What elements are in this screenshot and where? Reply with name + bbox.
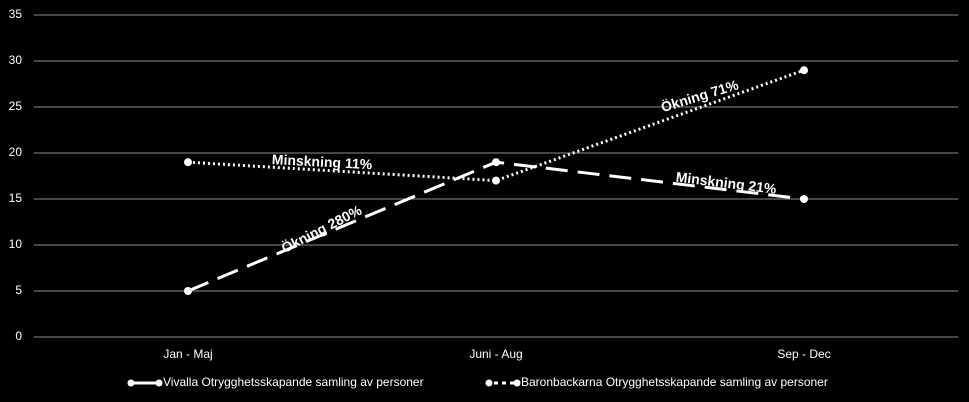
- annotation: Minskning 21%: [675, 169, 778, 197]
- legend-label: Baronbackarna Otrygghetsskapande samling…: [521, 375, 828, 389]
- y-tick-label: 15: [9, 191, 23, 205]
- legend-marker: [127, 379, 135, 387]
- series-line: [187, 68, 805, 183]
- y-tick-label: 30: [9, 53, 23, 67]
- legend-marker: [513, 379, 521, 387]
- x-tick-label: Sep - Dec: [777, 347, 830, 361]
- legend-marker: [485, 379, 493, 387]
- y-tick-label: 35: [9, 7, 23, 21]
- annotation: Ökning 280%: [279, 202, 365, 256]
- annotation: Minskning 11%: [272, 151, 374, 172]
- legend-marker: [155, 379, 163, 387]
- point: [184, 158, 192, 167]
- legend-label: Vivalla Otrygghetsskapande samling av pe…: [163, 375, 424, 389]
- point: [800, 195, 808, 203]
- point: [492, 158, 500, 167]
- x-tick-label: Jan - Maj: [163, 347, 212, 361]
- point: [492, 176, 500, 185]
- y-tick-label: 25: [9, 99, 23, 113]
- point: [184, 287, 192, 295]
- y-tick-label: 20: [9, 145, 23, 159]
- x-tick-label: Juni - Aug: [469, 347, 522, 361]
- point: [800, 66, 808, 75]
- y-tick-label: 10: [9, 237, 23, 251]
- y-tick-label: 5: [15, 283, 22, 297]
- y-tick-label: 0: [15, 329, 22, 343]
